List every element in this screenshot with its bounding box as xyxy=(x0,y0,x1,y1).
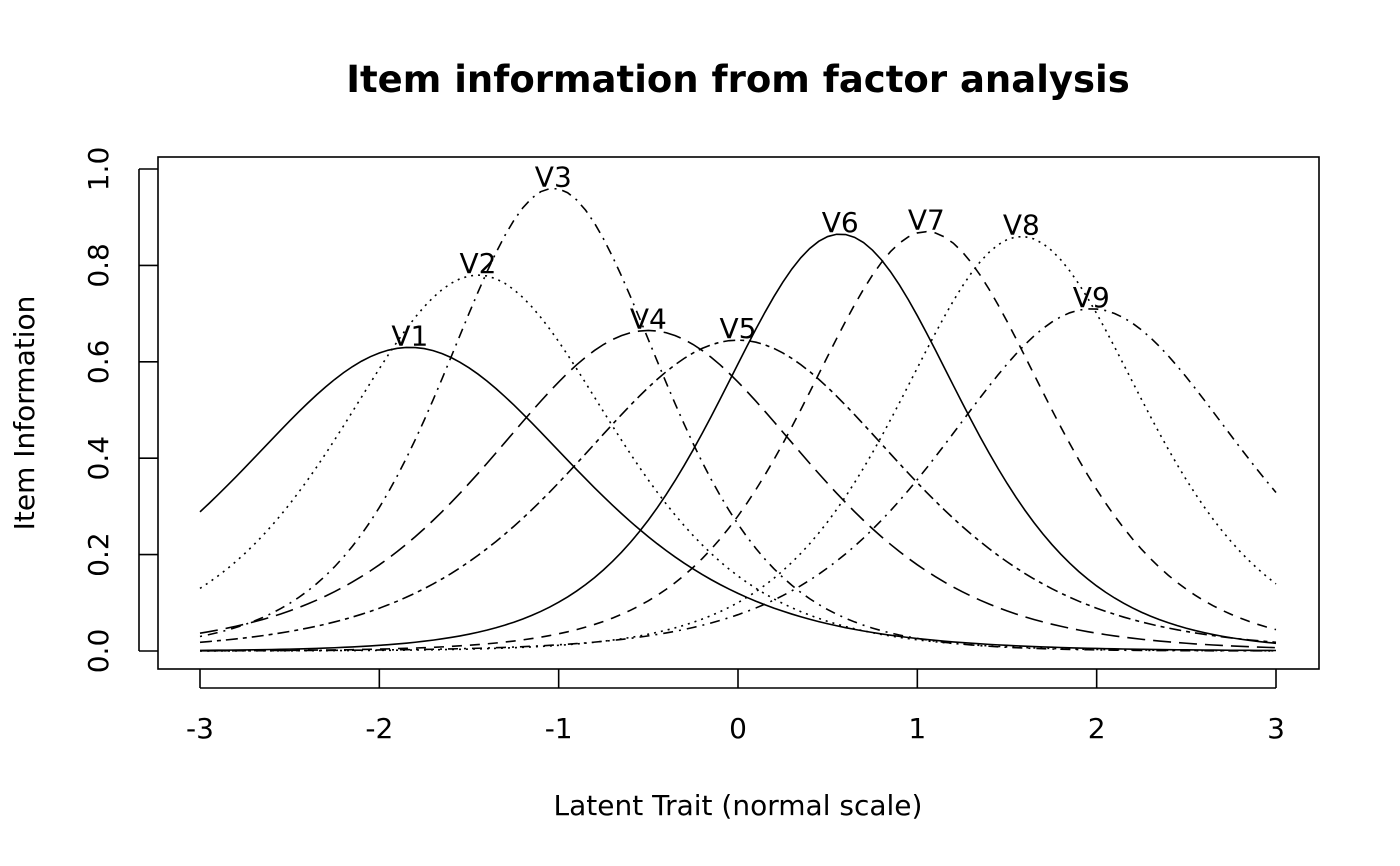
curve-labels: V1 V2 V3 V4 V5 V6 V7 V8 V9 xyxy=(391,160,1109,352)
x-tick-label: 1 xyxy=(908,712,926,745)
x-tick-label: -2 xyxy=(365,712,393,745)
curve-label-v4: V4 xyxy=(630,302,667,335)
information-curves xyxy=(199,187,1277,652)
curve-label-v5: V5 xyxy=(720,312,757,345)
curve-label-v8: V8 xyxy=(1003,208,1040,241)
curve-v2 xyxy=(199,274,1277,652)
x-axis-label: Latent Trait (normal scale) xyxy=(554,789,923,822)
chart-title: Item information from factor analysis xyxy=(346,58,1130,101)
y-tick-label: 0.4 xyxy=(82,436,115,481)
curve-v4 xyxy=(199,329,1277,649)
curve-v5 xyxy=(199,339,1277,644)
x-tick-label: 0 xyxy=(729,712,747,745)
curve-label-v9: V9 xyxy=(1073,281,1110,314)
curve-v8 xyxy=(199,235,1277,652)
curve-v6 xyxy=(199,233,1277,652)
x-tick-label: 2 xyxy=(1088,712,1106,745)
curve-v3 xyxy=(199,187,1277,652)
x-tick-label: -1 xyxy=(545,712,573,745)
curve-v7 xyxy=(199,230,1277,652)
y-axis: 0.0 0.2 0.4 0.6 0.8 1.0 xyxy=(82,147,158,674)
y-tick-label: 0.2 xyxy=(82,532,115,577)
x-tick-label: -3 xyxy=(186,712,214,745)
x-tick-label: 3 xyxy=(1267,712,1285,745)
y-tick-label: 0.0 xyxy=(82,629,115,674)
x-axis: -3 -2 -1 0 1 2 3 xyxy=(186,669,1285,745)
curve-label-v6: V6 xyxy=(822,206,859,239)
curve-v9 xyxy=(199,308,1277,652)
curve-label-v1: V1 xyxy=(391,319,428,352)
curve-label-v2: V2 xyxy=(459,247,496,280)
curve-v1 xyxy=(199,346,1277,652)
y-axis-label: Item Information xyxy=(8,296,41,531)
y-tick-label: 1.0 xyxy=(82,147,115,192)
y-tick-label: 0.8 xyxy=(82,243,115,288)
y-tick-label: 0.6 xyxy=(82,340,115,385)
curve-label-v7: V7 xyxy=(908,204,945,237)
curve-label-v3: V3 xyxy=(535,160,572,193)
